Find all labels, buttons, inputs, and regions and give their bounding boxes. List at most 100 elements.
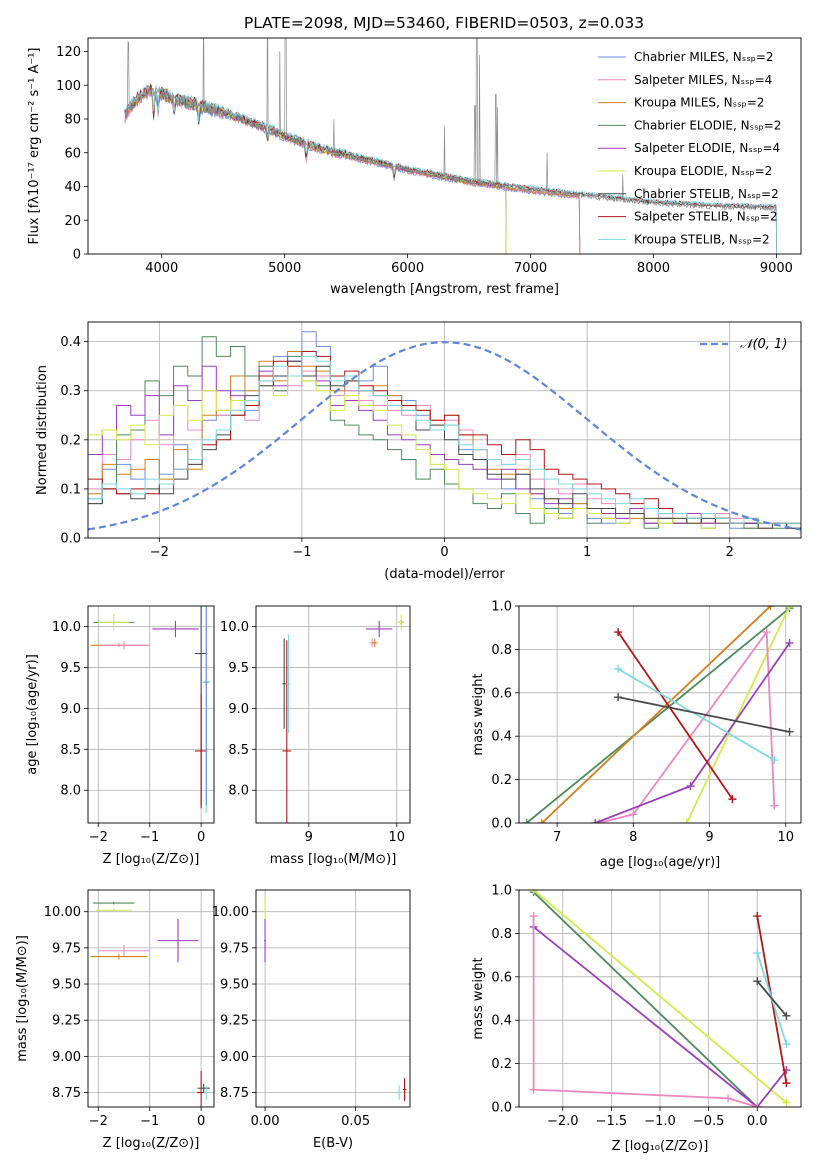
x-tick-label: 7 <box>553 830 561 845</box>
y-tick-label: 8.0 <box>228 784 249 799</box>
weight-marker <box>522 819 531 823</box>
x-axis-label: E(B-V) <box>313 1136 353 1151</box>
weight-marker <box>785 727 794 736</box>
y-tick-label: 20 <box>64 214 81 229</box>
weight-marker <box>753 948 762 957</box>
y-tick-label: 10.00 <box>44 905 81 920</box>
weight-marker <box>753 912 762 921</box>
legend-label: Kroupa MILES, Nₛₛₚ=2 <box>634 96 764 110</box>
y-tick-label: 8.75 <box>52 1086 81 1101</box>
weight-marker <box>770 756 779 765</box>
x-tick-label: −1 <box>140 1114 159 1129</box>
spectrum-line <box>124 90 581 254</box>
axes-frame <box>518 605 802 824</box>
x-tick-label: 4000 <box>145 261 178 276</box>
weight-marker <box>782 1079 791 1088</box>
y-tick-label: 0.4 <box>60 335 81 350</box>
x-tick-label: 1 <box>583 545 591 560</box>
y-tick-label: 9.0 <box>60 702 81 717</box>
plot-area-residual_hist <box>88 331 801 531</box>
plot-area-mass_weight_vs_Z <box>529 890 791 1107</box>
weight-line <box>617 696 790 733</box>
y-tick-label: 100 <box>56 79 81 94</box>
x-axis-label: wavelength [Angstrom, rest frame] <box>330 282 559 297</box>
legend-label: Salpeter ELODIE, Nₛₛₚ=4 <box>634 141 780 155</box>
y-tick-label: 10.0 <box>52 620 81 635</box>
y-tick-label: 0.2 <box>491 1057 512 1072</box>
x-tick-label: 7000 <box>514 261 547 276</box>
weight-marker <box>682 819 691 823</box>
x-tick-label: 10 <box>777 830 794 845</box>
weight-marker <box>537 819 546 823</box>
x-tick-label: −0.5 <box>693 1114 725 1129</box>
y-axis-label: mass weight <box>471 957 486 1039</box>
y-tick-label: 60 <box>64 146 81 161</box>
plot-area-age_vs_Z <box>90 606 211 814</box>
x-tick-label: 2 <box>726 545 734 560</box>
histogram-step-kroupa-elodie <box>88 375 801 529</box>
y-tick-label: 9.75 <box>220 941 249 956</box>
x-tick-label: 10 <box>389 830 406 845</box>
x-tick-label: −1 <box>140 830 159 845</box>
legend-label: 𝒩(0, 1) <box>740 337 787 352</box>
plot-area-age_vs_mass <box>282 614 404 823</box>
weight-marker <box>686 782 695 791</box>
weight-marker <box>595 819 604 823</box>
weight-marker <box>782 1098 791 1107</box>
weight-marker <box>629 810 638 819</box>
y-tick-label: 0.0 <box>491 1101 512 1116</box>
x-axis-label: mass [log₁₀(M/M⊙)] <box>270 852 397 867</box>
x-tick-label: 0 <box>197 830 205 845</box>
y-tick-label: 0.8 <box>491 643 512 658</box>
x-tick-label: 0 <box>197 1114 205 1129</box>
y-tick-label: 120 <box>56 45 81 60</box>
axes-frame <box>255 605 411 824</box>
y-tick-label: 1.0 <box>491 884 512 899</box>
weight-line <box>541 606 772 823</box>
weight-marker <box>782 1040 791 1049</box>
x-axis-label: Z [log₁₀(Z/Z⊙)] <box>612 1139 709 1154</box>
y-tick-label: 0.4 <box>491 1014 512 1029</box>
plot-area-mass_weight_vs_age <box>522 606 794 823</box>
y-tick-label: 9.0 <box>228 702 249 717</box>
x-axis-label: Z [log₁₀(Z/Z⊙)] <box>103 852 200 867</box>
y-tick-label: 8.0 <box>60 784 81 799</box>
y-tick-label: 0.4 <box>491 730 512 745</box>
y-tick-label: 9.25 <box>52 1014 81 1029</box>
plot-area-mass_vs_ebv <box>264 897 407 1102</box>
y-tick-label: 0.3 <box>60 384 81 399</box>
y-tick-label: 9.00 <box>220 1050 249 1065</box>
weight-marker <box>724 1094 733 1103</box>
y-tick-label: 0.2 <box>491 773 512 788</box>
y-axis-label: age [log₁₀(age/yr)] <box>25 654 40 775</box>
weight-line <box>533 890 787 1104</box>
y-tick-label: 40 <box>64 180 81 195</box>
panel-mass_weight_vs_Z: −2.0 −1.5 −1.0 −0.5 0.0 0.0 0.2 0.4 0.6 0.8 1.0 Z [… <box>471 884 802 1154</box>
weight-line <box>617 631 734 800</box>
y-tick-label: 0.2 <box>60 433 81 448</box>
weight-line <box>685 606 791 823</box>
weight-line <box>532 891 758 1107</box>
weight-marker <box>766 606 775 610</box>
spectrum-line <box>124 88 581 254</box>
y-tick-label: 0.6 <box>491 686 512 701</box>
axes-frame <box>255 889 411 1108</box>
weight-marker <box>762 628 771 637</box>
y-tick-label: 9.00 <box>52 1050 81 1065</box>
x-tick-label: 9 <box>305 830 313 845</box>
weight-line <box>533 926 788 1107</box>
panel-residual_hist: −2 −1 0 1 2 0.0 0.1 0.2 0.3 0.4 𝒩(0, 1) (data-model… <box>35 321 802 582</box>
y-tick-label: 1.0 <box>491 600 512 615</box>
panel-spectrum: 4000 5000 6000 7000 8000 9000 0 20 40 60 80 100 120 w… <box>27 37 802 297</box>
legend-label: Chabrier ELODIE, Nₛₛₚ=2 <box>634 118 781 132</box>
weight-line <box>532 916 758 1107</box>
weight-marker <box>785 606 794 610</box>
x-tick-label: 9 <box>705 830 713 845</box>
panel-mass_vs_Z: −2 −1 0 8.75 9.00 9.25 9.50 9.75 10.00 Z [log₁₀(Z… <box>15 889 215 1151</box>
y-tick-label: 10.00 <box>212 905 249 920</box>
y-tick-label: 9.50 <box>52 978 81 993</box>
y-tick-label: 10.0 <box>220 620 249 635</box>
y-tick-label: 0.1 <box>60 482 81 497</box>
legend-label: Kroupa STELIB, Nₛₛₚ=2 <box>634 232 770 246</box>
y-tick-label: 9.5 <box>228 661 249 676</box>
